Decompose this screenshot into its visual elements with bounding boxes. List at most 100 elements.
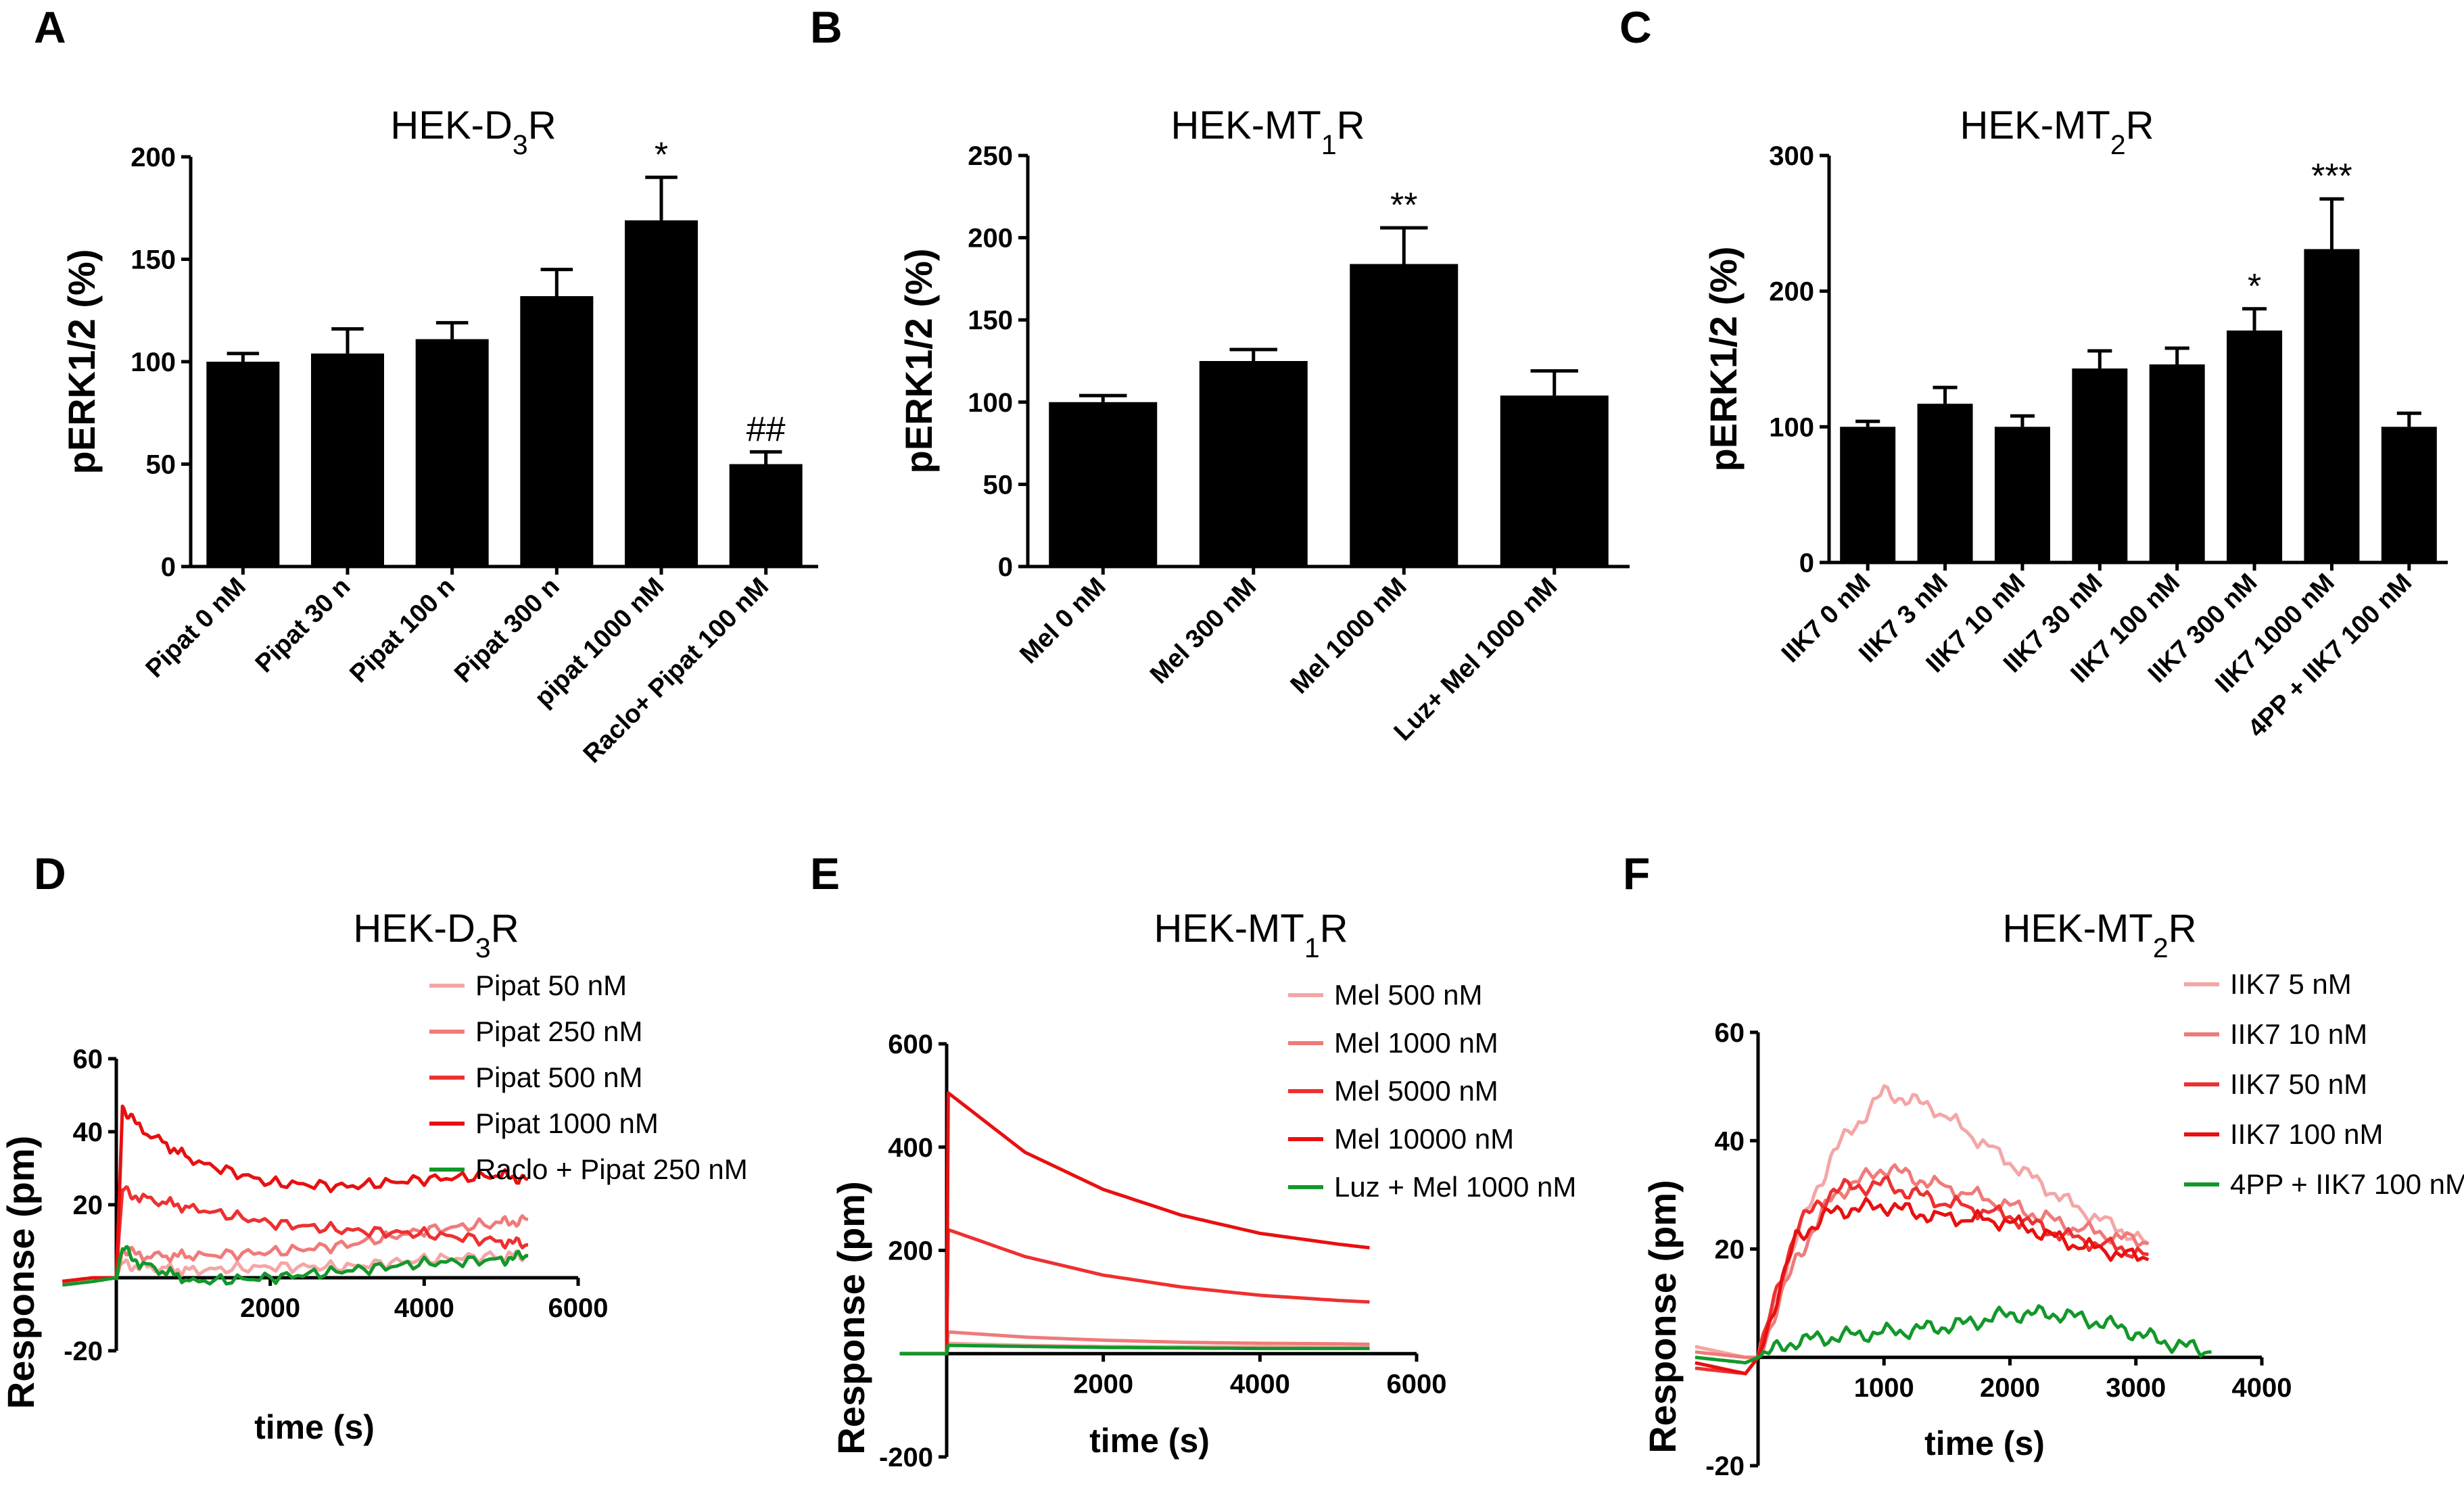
- panel-title-main: HEK-MT: [1154, 907, 1304, 951]
- bar: [2149, 364, 2205, 562]
- panel-title-end: R: [528, 103, 556, 147]
- panel-label: A: [34, 2, 66, 52]
- legend-label: Pipat 500 nM: [475, 1061, 643, 1093]
- y-axis-label: Response (pm): [0, 1136, 42, 1410]
- category-label: Mel 1000 nM: [1285, 573, 1413, 700]
- panel-title-subscript: 3: [513, 129, 528, 160]
- legend-label: Mel 5000 nM: [1334, 1075, 1498, 1107]
- y-tick-label: 0: [161, 552, 176, 582]
- series-line: [1695, 1084, 2150, 1360]
- x-tick-label: 6000: [1387, 1369, 1447, 1399]
- x-axis-label: time (s): [254, 1408, 375, 1446]
- category-label: Mel 0 nM: [1014, 573, 1111, 669]
- panel-label: F: [1623, 848, 1650, 898]
- x-tick-label: 2000: [1073, 1369, 1133, 1399]
- panel-title: HEK-D3R: [353, 907, 519, 963]
- panel-title: HEK-D3R: [390, 103, 556, 160]
- category-label: Luz+ Mel 1000 nM: [1389, 573, 1563, 746]
- bar: [1917, 404, 1973, 562]
- bar: [1350, 264, 1459, 567]
- legend-label: IIK7 5 nM: [2230, 968, 2352, 1000]
- x-tick-label: 2000: [240, 1293, 300, 1323]
- bar: [415, 339, 489, 567]
- panel-title-main: HEK-MT: [1960, 103, 2110, 147]
- panel-title-main: HEK-D: [390, 103, 512, 147]
- legend-label: Pipat 1000 nM: [475, 1107, 659, 1139]
- y-tick-label: 100: [1769, 412, 1814, 442]
- y-tick-label: 20: [1715, 1235, 1745, 1265]
- y-tick-label: 50: [146, 450, 176, 480]
- y-tick-label: 100: [131, 347, 176, 377]
- category-label: Mel 300 nM: [1145, 573, 1262, 690]
- panel-title-end: R: [1320, 907, 1348, 951]
- legend-label: 4PP + IIK7 100 nM: [2230, 1168, 2464, 1200]
- bar: [2381, 427, 2437, 562]
- panel-label: E: [810, 848, 840, 898]
- category-label: Pipat 300 n: [449, 573, 565, 689]
- legend-label: Mel 10000 nM: [1334, 1123, 1514, 1155]
- series-line: [62, 1104, 529, 1283]
- panel-title: HEK-MT1R: [1170, 103, 1365, 160]
- legend-label: Pipat 250 nM: [475, 1015, 643, 1047]
- panel-label: C: [1619, 2, 1652, 52]
- bar: [2304, 249, 2360, 562]
- panel-label: D: [34, 848, 66, 898]
- panel-title-main: HEK-MT: [2002, 907, 2152, 951]
- y-tick-label: 40: [73, 1118, 103, 1147]
- panel-title-subscript: 3: [475, 932, 491, 963]
- y-axis-label: pERK1/2 (%): [60, 249, 103, 475]
- legend-label: Luz + Mel 1000 nM: [1334, 1171, 1576, 1203]
- x-tick-label: 6000: [548, 1293, 609, 1323]
- y-tick-label: 50: [983, 470, 1014, 500]
- significance-marker: *: [2248, 267, 2261, 306]
- y-tick-label: 20: [73, 1191, 103, 1220]
- y-tick-label: 200: [1769, 277, 1814, 307]
- panel-e-line-chart: E HEK-MT1R -200 200 400 600 2000 4000 6000 Respon…: [810, 848, 1576, 1472]
- series-line: [1695, 1197, 2150, 1376]
- y-tick-label: -20: [1705, 1451, 1745, 1481]
- significance-marker: **: [1390, 186, 1417, 225]
- panel-title-end: R: [2126, 103, 2154, 147]
- x-tick-label: 3000: [2106, 1373, 2166, 1403]
- x-axis-label: time (s): [1924, 1424, 2045, 1462]
- series-line: [62, 1245, 529, 1287]
- y-tick-label: 0: [1799, 548, 1814, 578]
- panel-b-bar-chart: B HEK-MT1R 0 50 100 150 200 250 pERK1/2 (%) Mel 0…: [810, 2, 1630, 746]
- panel-title-end: R: [491, 907, 519, 951]
- x-tick-label: 2000: [1980, 1373, 2040, 1403]
- x-tick-label: 4000: [1230, 1369, 1290, 1399]
- legend-label: IIK7 10 nM: [2230, 1018, 2367, 1050]
- x-tick-label: 4000: [2232, 1373, 2292, 1403]
- legend-label: Raclo + Pipat 250 nM: [475, 1153, 748, 1185]
- y-tick-label: 60: [1715, 1018, 1745, 1048]
- panel-title-subscript: 1: [1321, 129, 1337, 160]
- legend-label: Mel 1000 nM: [1334, 1027, 1498, 1059]
- significance-marker: *: [655, 135, 668, 174]
- bar: [2072, 368, 2128, 562]
- y-axis-label: pERK1/2 (%): [897, 249, 940, 474]
- bar: [1199, 361, 1308, 567]
- panel-f-line-chart: F HEK-MT2R -20 20 40 60 1000 2000 3000 4000 Respon…: [1623, 848, 2464, 1481]
- y-tick-label: 0: [998, 552, 1013, 582]
- legend-label: IIK7 100 nM: [2230, 1118, 2383, 1150]
- bar: [625, 220, 698, 567]
- panel-title: HEK-MT1R: [1154, 907, 1348, 963]
- y-tick-label: 600: [888, 1030, 933, 1059]
- bar: [729, 464, 803, 567]
- panel-label: B: [810, 2, 843, 52]
- y-tick-label: 300: [1769, 141, 1814, 171]
- x-tick-label: 1000: [1854, 1373, 1914, 1403]
- bar: [2227, 330, 2283, 562]
- panel-d-line-chart: D HEK-D3R -20 20 40 60 2000 4000 6000 Response (p…: [0, 848, 748, 1446]
- panel-title-main: HEK-MT: [1170, 103, 1321, 147]
- y-tick-label: 150: [131, 245, 176, 275]
- y-axis-label: pERK1/2 (%): [1702, 247, 1745, 472]
- significance-marker: ##: [747, 410, 786, 449]
- bar: [1049, 402, 1158, 567]
- y-tick-label: 250: [968, 141, 1013, 171]
- bar: [206, 362, 280, 567]
- y-tick-label: -20: [64, 1337, 103, 1366]
- panel-title-subscript: 2: [2110, 129, 2126, 160]
